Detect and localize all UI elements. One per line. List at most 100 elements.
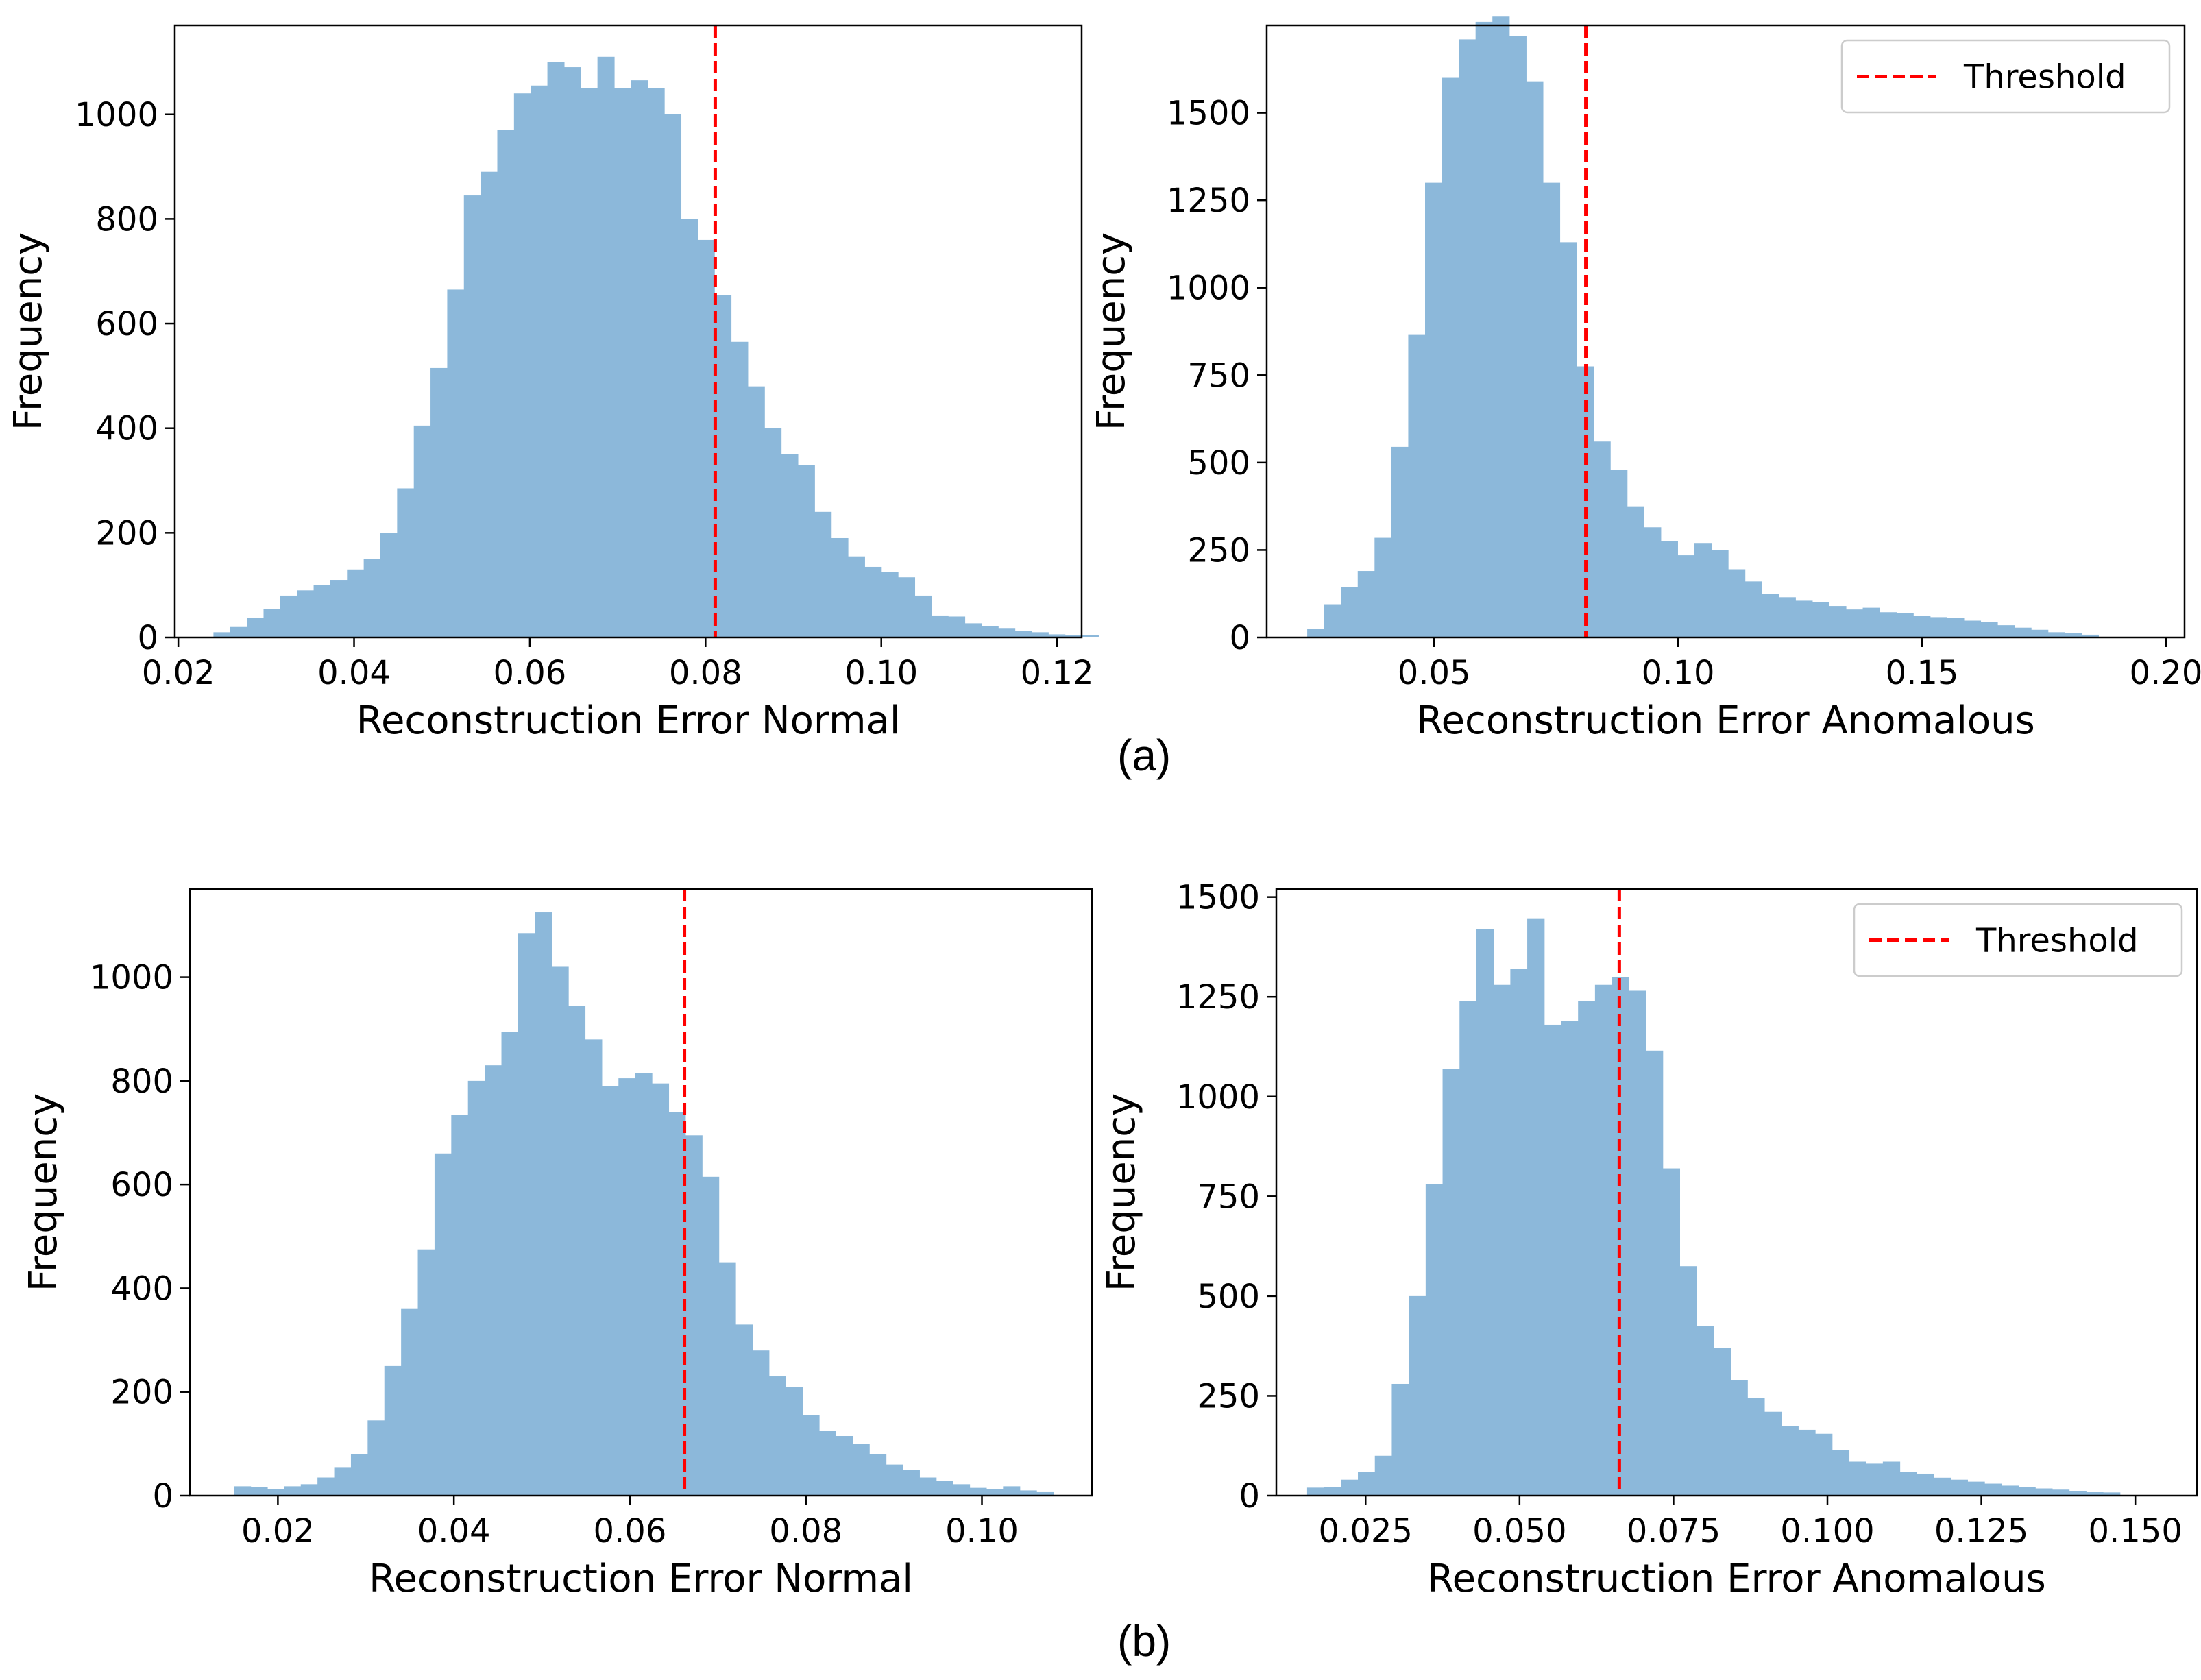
histogram-bar — [1341, 587, 1359, 637]
histogram-bar — [581, 88, 598, 638]
histogram-bar — [964, 623, 982, 637]
histogram-bar — [2069, 1491, 2087, 1496]
y-tick-label: 0 — [1239, 1477, 1260, 1515]
chart-b-anomalous: 0.025 0.050 0.075 0.100 0.125 0.150 0 250 500 750… — [1099, 879, 2198, 1601]
bars — [234, 912, 1054, 1496]
histogram-bar — [531, 85, 548, 638]
histogram-bar — [601, 1086, 619, 1496]
x-tick-label: 0.050 — [1472, 1512, 1566, 1550]
histogram-bar — [1629, 990, 1646, 1496]
y-tick-label: 1000 — [90, 959, 173, 997]
histogram-bar — [2001, 1485, 2019, 1496]
histogram-bar — [1358, 1472, 1376, 1496]
histogram-bar — [836, 1436, 853, 1496]
histogram-bar — [2035, 1488, 2053, 1496]
histogram-bar — [797, 465, 815, 637]
histogram-bar — [380, 533, 398, 637]
histogram-bar — [1036, 1491, 1054, 1496]
y-tick-label: 800 — [95, 200, 158, 239]
histogram-bar — [1832, 1450, 1850, 1496]
histogram-bar — [1374, 537, 1392, 637]
histogram-bar — [948, 616, 966, 637]
histogram-bar — [1644, 527, 1662, 637]
histogram-bar — [330, 580, 348, 637]
histogram-bar — [1967, 1481, 1985, 1496]
legend-label: Threshold — [1963, 58, 2126, 97]
histogram-bar — [1762, 594, 1779, 637]
histogram-bar — [585, 1039, 603, 1496]
histogram-bar — [1930, 617, 1947, 637]
y-tick-label: 800 — [110, 1062, 173, 1101]
histogram-bar — [1778, 597, 1796, 637]
histogram-bar — [1677, 555, 1695, 637]
histogram-bar — [902, 1470, 920, 1496]
x-tick-label: 0.08 — [769, 1512, 842, 1550]
histogram-bar — [664, 114, 682, 637]
histogram-bar — [953, 1484, 971, 1496]
plot-frame — [189, 888, 1093, 1497]
histogram-bar — [413, 425, 431, 637]
histogram-bar — [786, 1387, 803, 1496]
histogram-bar — [764, 428, 782, 637]
histogram-bar — [547, 62, 565, 637]
histogram-bar — [417, 1249, 435, 1496]
histogram-bar — [1492, 16, 1510, 637]
histogram-bar — [1542, 182, 1561, 638]
x-tick-label: 0.15 — [1886, 654, 1959, 692]
histogram-bar — [1408, 334, 1426, 637]
histogram-bar — [1896, 613, 1914, 637]
histogram-bar — [2018, 1487, 2036, 1496]
histogram-bar — [280, 595, 297, 637]
histogram-bar — [685, 1135, 703, 1496]
y-tick-label: 1000 — [1176, 1078, 1260, 1117]
histogram-bar — [718, 1262, 736, 1496]
histogram-bar — [447, 289, 465, 637]
histogram-bar — [1882, 1461, 1901, 1496]
histogram-bar — [1913, 616, 1931, 637]
y-tick-label: 600 — [95, 305, 158, 343]
x-tick-label: 0.02 — [142, 654, 215, 692]
histogram-bar — [1409, 1295, 1426, 1496]
y-tick-label: 0 — [137, 619, 158, 657]
histogram-bar — [1459, 1001, 1477, 1496]
histogram-bar — [313, 585, 331, 637]
histogram-bar — [535, 912, 552, 1496]
histogram-bar — [1475, 21, 1493, 637]
y-tick-label: 750 — [1187, 356, 1250, 395]
y-tick-label: 1250 — [1176, 978, 1260, 1016]
histogram-bar — [451, 1115, 469, 1496]
histogram-bar — [1003, 1486, 1021, 1496]
y-tick-label: 0 — [152, 1477, 173, 1515]
bars — [213, 56, 1099, 638]
histogram-bar — [1711, 550, 1729, 637]
histogram-bar — [234, 1486, 252, 1496]
histogram-bar — [1697, 1326, 1714, 1496]
histogram-bar — [1679, 1266, 1697, 1496]
chart-a-normal: 0.02 0.04 0.06 0.08 0.10 0.12 0 200 400 600 800 100… — [6, 24, 1099, 743]
histogram-bar — [886, 1464, 903, 1496]
histogram-bar — [1306, 1487, 1325, 1496]
y-tick-label: 200 — [95, 514, 158, 552]
plot-frame — [1275, 888, 2198, 1497]
histogram-bar — [1933, 1477, 1951, 1496]
histogram-bar — [1527, 918, 1545, 1496]
histogram-bar — [1781, 1426, 1799, 1496]
histogram-bar — [1812, 602, 1830, 637]
histogram-bar — [714, 295, 732, 637]
histogram-bar — [263, 609, 281, 637]
histogram-bar — [1660, 541, 1678, 637]
histogram-bar — [434, 1153, 452, 1496]
histogram-bar — [1764, 1411, 1782, 1496]
histogram-bar — [1031, 632, 1049, 637]
y-tick-label: 500 — [1187, 444, 1250, 483]
panel-label-b: (b) — [1117, 1616, 1171, 1666]
histogram-bar — [1459, 39, 1476, 637]
histogram-bar — [847, 556, 865, 637]
histogram-bar — [2065, 633, 2082, 637]
histogram-bar — [914, 595, 932, 637]
histogram-bar — [1341, 1479, 1359, 1496]
histogram-bar — [367, 1420, 385, 1496]
y-tick-label: 1250 — [1167, 182, 1250, 220]
legend: Threshold — [1840, 39, 2171, 114]
histogram-bar — [652, 1083, 670, 1496]
